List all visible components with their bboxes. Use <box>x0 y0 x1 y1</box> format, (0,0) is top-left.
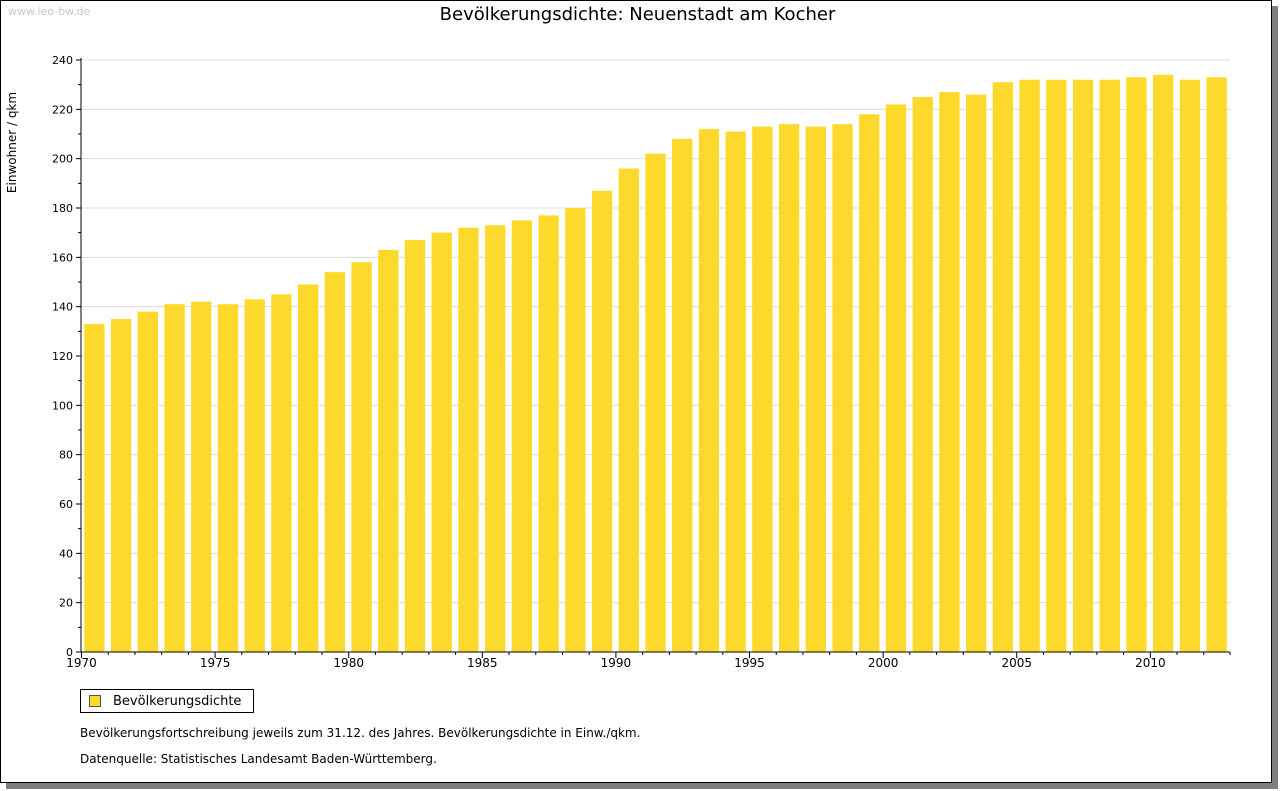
bar <box>805 126 826 653</box>
bar <box>1153 74 1174 653</box>
footnote-source: Datenquelle: Statistisches Landesamt Bad… <box>80 752 437 766</box>
bar <box>1072 79 1094 652</box>
bar <box>885 104 907 652</box>
bar <box>1099 79 1120 652</box>
bar <box>458 227 479 652</box>
bar <box>511 220 533 653</box>
x-tick-label: 2000 <box>868 656 899 670</box>
bar <box>965 94 987 653</box>
bar <box>84 323 105 652</box>
bar <box>618 168 639 653</box>
x-tick-label: 1990 <box>601 656 632 670</box>
y-tick-label: 220 <box>52 103 73 116</box>
bar <box>378 249 399 652</box>
x-tick-label: 1975 <box>200 656 231 670</box>
y-tick-label: 0 <box>66 646 73 659</box>
bar <box>324 272 346 652</box>
bar <box>645 153 666 652</box>
y-tick-label: 120 <box>52 350 73 363</box>
bar <box>244 299 265 652</box>
chart-title: Bevölkerungsdichte: Neuenstadt am Kocher <box>439 4 836 25</box>
bar <box>1179 79 1201 652</box>
y-tick-label: 60 <box>59 498 73 511</box>
y-tick-label: 240 <box>52 54 73 67</box>
x-tick-label: 1985 <box>467 656 498 670</box>
x-tick-label: 2005 <box>1001 656 1032 670</box>
bar <box>832 124 853 653</box>
bar <box>297 284 319 652</box>
bar <box>992 82 1014 652</box>
y-tick-label: 160 <box>52 251 73 264</box>
y-tick-label: 140 <box>52 301 73 314</box>
bar <box>1019 79 1040 652</box>
bar <box>698 129 720 653</box>
x-tick-label: 2010 <box>1135 656 1166 670</box>
y-tick-label: 20 <box>59 597 73 610</box>
bar <box>538 215 559 652</box>
bar <box>752 126 773 653</box>
bar <box>1206 77 1227 653</box>
y-tick-label: 40 <box>59 547 73 560</box>
bar <box>485 225 506 652</box>
bar <box>431 232 452 652</box>
x-tick-label: 1995 <box>734 656 765 670</box>
legend-swatch <box>89 695 101 707</box>
bar <box>191 301 212 652</box>
footnote-description: Bevölkerungsfortschreibung jeweils zum 3… <box>80 726 641 740</box>
y-axis-label: Einwohner / qkm <box>5 92 19 193</box>
bar <box>110 319 132 652</box>
y-tick-label: 80 <box>59 449 73 462</box>
bar <box>271 294 292 652</box>
bar <box>912 97 933 652</box>
bar <box>859 114 880 653</box>
bar <box>351 262 372 652</box>
bar <box>725 131 746 653</box>
x-tick-label: 1970 <box>66 656 97 670</box>
y-tick-label: 100 <box>52 399 73 412</box>
bar <box>404 240 426 653</box>
legend-label: Bevölkerungsdichte <box>113 693 242 709</box>
watermark: www.leo-bw.de <box>8 5 91 18</box>
y-tick-label: 200 <box>52 153 73 166</box>
legend: Bevölkerungsdichte <box>80 689 255 713</box>
bar <box>672 138 693 652</box>
bar <box>217 304 239 652</box>
bar <box>939 92 960 653</box>
y-tick-label: 180 <box>52 202 73 215</box>
bar <box>1126 77 1147 653</box>
chart-plot: 0 20 40 60 80 100 120 140 160 180 200 220 240 1970 197… <box>5 54 1231 670</box>
bar <box>778 124 800 653</box>
bar <box>565 208 586 652</box>
bar <box>137 311 158 652</box>
bar <box>1046 79 1067 652</box>
bar <box>164 304 185 652</box>
x-tick-label: 1980 <box>333 656 364 670</box>
bar <box>591 190 613 652</box>
